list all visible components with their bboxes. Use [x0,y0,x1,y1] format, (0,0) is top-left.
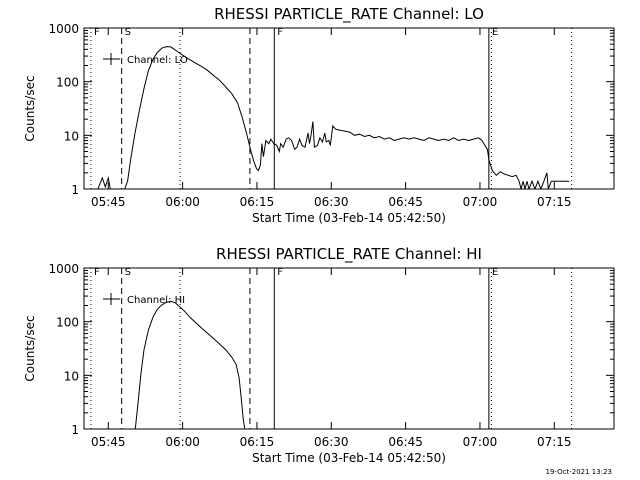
series-line [134,300,246,429]
marker-label: F [94,267,100,278]
legend-label: Channel: LO [127,55,188,66]
x-tick-label: 06:30 [314,195,349,209]
y-tick-label: 1000 [48,262,79,276]
y-tick-label: 100 [56,316,79,330]
y-tick-label: 1000 [48,22,79,36]
chart-title: RHESSI PARTICLE_RATE Channel: HI [216,245,482,264]
marker-label: F [277,267,283,278]
x-tick-label: 07:15 [537,435,572,449]
y-axis-label: Counts/sec [23,75,37,141]
y-tick-label: 10 [64,369,79,383]
x-tick-label: 06:00 [165,195,200,209]
x-tick-label: 06:30 [314,435,349,449]
y-axis-label: Counts/sec [23,315,37,381]
marker-label: F [277,27,283,38]
x-tick-label: 06:45 [388,195,423,209]
marker-label: E [492,27,498,38]
x-tick-label: 07:00 [463,195,498,209]
marker-label: S [125,27,131,38]
x-axis-label: Start Time (03-Feb-14 05:42:50) [252,211,446,225]
x-tick-label: 06:45 [388,435,423,449]
x-tick-label: 06:00 [165,435,200,449]
marker-label: F [94,27,100,38]
plot-frame [83,27,615,190]
date-stamp: 19-Oct-2021 13:23 [546,468,612,476]
y-tick-label: 1 [71,183,79,197]
x-tick-label: 05:45 [91,195,126,209]
plot-frame [83,267,615,430]
legend-label: Channel: HI [127,295,185,306]
y-tick-label: 1 [71,423,79,437]
y-tick-label: 10 [64,129,79,143]
x-tick-label: 06:15 [240,195,275,209]
series-line [97,46,570,189]
x-axis-label: Start Time (03-Feb-14 05:42:50) [252,451,446,465]
x-tick-label: 05:45 [91,435,126,449]
x-tick-label: 07:00 [463,435,498,449]
y-tick-label: 100 [56,76,79,90]
marker-label: S [125,267,131,278]
chart-title: RHESSI PARTICLE_RATE Channel: LO [214,5,484,24]
x-tick-label: 06:15 [240,435,275,449]
marker-label: E [492,267,498,278]
x-tick-label: 07:15 [537,195,572,209]
